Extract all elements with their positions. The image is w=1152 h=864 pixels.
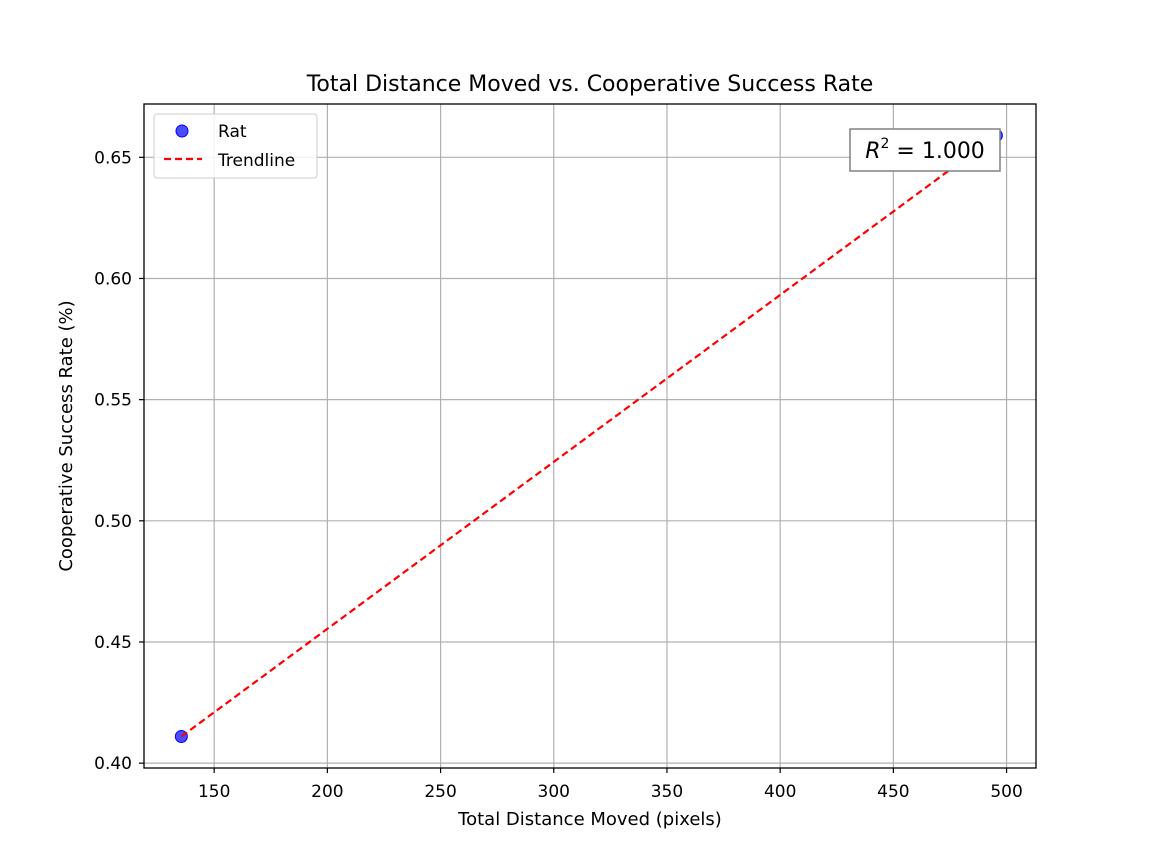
- series-layer: [174, 129, 1003, 743]
- x-tick-label: 350: [651, 782, 683, 802]
- r-squared-value: = 1.000: [889, 139, 984, 164]
- x-axis-ticks: 150 200 250 300 350 400 450 500: [198, 768, 1023, 802]
- x-axis-label: Total Distance Moved (pixels): [457, 809, 722, 830]
- r-squared-exponent: 2: [880, 136, 889, 152]
- x-tick-label: 400: [764, 782, 796, 802]
- y-tick-label: 0.60: [94, 269, 132, 289]
- x-tick-label: 200: [311, 782, 343, 802]
- legend-box: [153, 113, 318, 179]
- r-squared-box: [849, 128, 1001, 172]
- r-squared-text: R2 = 1.000: [865, 136, 985, 164]
- legend-marker-rat: [175, 124, 189, 138]
- chart-title: Total Distance Moved vs. Cooperative Suc…: [306, 72, 874, 97]
- y-tick-label: 0.50: [94, 512, 132, 532]
- x-tick-label: 150: [198, 782, 230, 802]
- x-tick-label: 250: [424, 782, 456, 802]
- y-axis-label: Cooperative Success Rate (%): [56, 300, 77, 571]
- y-tick-label: 0.40: [94, 754, 132, 774]
- x-tick-label: 500: [990, 782, 1022, 802]
- trendline: [180, 134, 998, 738]
- legend: Rat Trendline: [153, 113, 318, 179]
- y-tick-label: 0.65: [94, 148, 132, 168]
- plot-area-frame: [143, 103, 1037, 769]
- x-tick-label: 450: [877, 782, 909, 802]
- x-tick-label: 300: [538, 782, 570, 802]
- r-squared-annotation: R2 = 1.000: [849, 128, 1001, 172]
- legend-label-rat: Rat: [218, 122, 247, 142]
- legend-label-trendline: Trendline: [217, 151, 295, 171]
- y-axis-ticks: 0.40 0.45 0.50 0.55 0.60 0.65: [94, 148, 144, 774]
- y-tick-label: 0.55: [94, 391, 132, 411]
- r-squared-symbol: R: [865, 139, 880, 164]
- y-tick-label: 0.45: [94, 633, 132, 653]
